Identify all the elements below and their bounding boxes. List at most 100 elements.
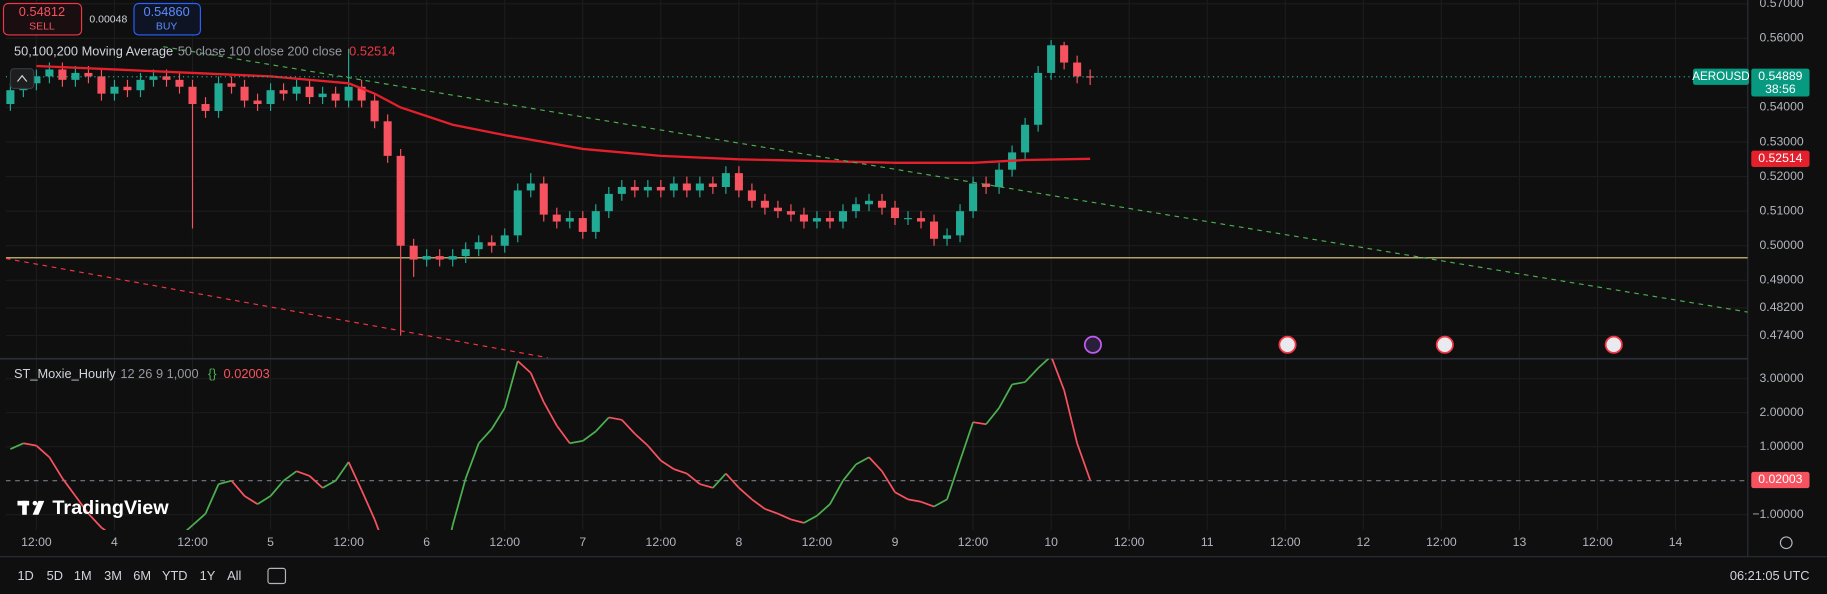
oscillator-segment (478, 428, 493, 444)
sell-button[interactable] (2, 2, 83, 36)
candle-body (851, 204, 861, 212)
event-icon[interactable] (1083, 335, 1102, 354)
range-button[interactable]: 1Y (200, 568, 216, 583)
candle-body (890, 207, 900, 219)
logo-part (32, 500, 45, 515)
oscillator-segment (582, 430, 597, 442)
oscillator-segment (322, 479, 337, 489)
oscillator-segment (855, 456, 870, 466)
oscillator-segment (829, 480, 844, 505)
x-tick-label: 9 (892, 535, 899, 549)
y-tick-label: 1.00000 (1760, 439, 1804, 453)
candle-body (838, 211, 848, 222)
range-button[interactable]: 3M (104, 568, 122, 583)
oscillator-segment (529, 372, 545, 403)
oscillator-segment (777, 512, 792, 521)
oscillator-segment (933, 498, 948, 508)
oscillator-segment (946, 460, 961, 500)
candle-body (812, 218, 821, 222)
candle-body (97, 76, 106, 94)
oscillator-segment (309, 475, 324, 489)
x-tick-label: 12:00 (1114, 535, 1145, 549)
oscillator-segment (61, 477, 77, 497)
range-button[interactable]: YTD (162, 568, 188, 583)
candle-body (721, 173, 730, 187)
candle-body (84, 72, 93, 77)
event-icon[interactable] (1604, 335, 1623, 354)
watermark-text: TradingView (52, 497, 169, 519)
oscillator-segment (35, 445, 50, 458)
oscillator-segment (764, 508, 779, 515)
x-tick-label: 12:00 (1270, 535, 1301, 549)
candle-body (45, 69, 54, 77)
x-tick-label: 12:00 (1426, 535, 1457, 549)
candle-body (344, 86, 353, 101)
range-button[interactable]: 1D (17, 568, 33, 583)
oscillator-segment (647, 445, 662, 462)
range-button[interactable]: 6M (133, 568, 151, 583)
y-tick-label: 0.50000 (1760, 238, 1804, 252)
calendar-icon[interactable] (267, 567, 287, 585)
oscillator-segment (48, 456, 64, 479)
oscillator-segment (608, 416, 622, 421)
candle-body (435, 256, 444, 260)
y-tick-label: 0.53000 (1760, 134, 1804, 148)
candle-body (32, 76, 41, 84)
candle-body (708, 183, 717, 187)
y-tick-label: 0.56000 (1760, 31, 1804, 45)
event-icon[interactable] (1435, 335, 1454, 354)
candle-body (240, 86, 249, 101)
oscillator-segment (894, 491, 909, 501)
countdown: 38:56 (1765, 82, 1796, 96)
candle-body (799, 214, 808, 222)
y-tick-label: 0.54000 (1760, 100, 1804, 114)
x-tick-label: 12:00 (21, 535, 52, 549)
oscillator-segment (334, 461, 350, 482)
osc-icon: {} (208, 366, 217, 381)
x-tick-label: 12:00 (646, 535, 677, 549)
axis-settings[interactable] (1779, 536, 1793, 550)
y-tick-label: 0.48200 (1760, 300, 1804, 314)
y-tick-label: 0.51000 (1760, 203, 1804, 217)
oscillator-segment (490, 407, 506, 430)
candle-body (682, 183, 691, 191)
candle-body (995, 169, 1004, 187)
candle-body (734, 173, 743, 191)
axes-layer: 12:00 4 12:00 5 12:00 6 12:00 7 12:00 8 12:00 9 12:0… (21, 0, 1810, 549)
candle-body (578, 218, 587, 232)
osc-legend: ST_Moxie_Hourly 12 26 9 1,000 {} 0.02003 (14, 366, 270, 381)
y-tick-label: 3.00000 (1760, 371, 1804, 385)
candle-body (669, 183, 678, 191)
candle-body (591, 211, 600, 232)
candle-body (617, 186, 626, 194)
buy-button[interactable] (133, 2, 201, 36)
logo-part (32, 500, 38, 506)
candle-body (162, 76, 171, 80)
ma-badge-bg (1751, 150, 1810, 167)
candle-body (266, 90, 275, 105)
collapse-button[interactable] (9, 68, 35, 90)
oscillator-segment (74, 495, 90, 515)
event-icon[interactable] (1278, 335, 1297, 354)
candle-body (916, 218, 926, 222)
range-button[interactable]: All (227, 568, 241, 583)
candle-body (864, 200, 874, 205)
candle-body (71, 72, 80, 80)
candle-body (760, 200, 769, 208)
trend-line (5, 257, 548, 359)
candle-body (214, 83, 223, 111)
range-button[interactable]: 5D (47, 568, 63, 583)
candle-body (6, 90, 15, 105)
oscillator-segment (920, 500, 935, 508)
price-pane (5, 40, 1748, 359)
candle-body (825, 218, 834, 222)
candle-body (656, 186, 665, 191)
oscillator-segment (191, 513, 207, 526)
x-tick-label: 7 (579, 535, 586, 549)
range-button[interactable]: 1M (74, 568, 92, 583)
candle-body (253, 100, 262, 105)
oscillator-segment (985, 407, 1000, 425)
oscillator-segment (595, 416, 610, 432)
